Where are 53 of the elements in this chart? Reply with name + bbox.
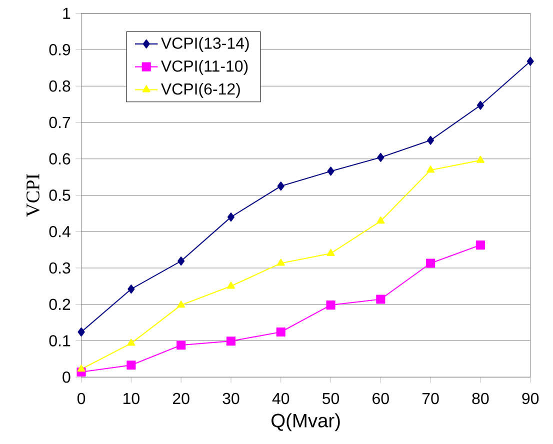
- point: [227, 212, 235, 222]
- point: [176, 340, 186, 350]
- point: [127, 338, 136, 346]
- y-tick-label: 0: [62, 372, 70, 383]
- y-tick-label: 0.5: [49, 190, 70, 201]
- point: [226, 282, 235, 289]
- x-tick-label: 10: [124, 392, 140, 404]
- y-tick-label: 0.9: [49, 44, 70, 56]
- x-tick-label: 40: [272, 392, 290, 404]
- point: [426, 258, 436, 268]
- point: [526, 56, 534, 66]
- y-tick-label: 0.8: [49, 80, 70, 92]
- x-tick-label: 50: [322, 392, 340, 404]
- point: [326, 300, 336, 310]
- y-tick-label: 0.6: [49, 153, 70, 165]
- y-tick-label: 0.2: [49, 298, 70, 310]
- x-tick-label: 70: [422, 392, 439, 404]
- y-tick-label: 0.4: [49, 226, 70, 238]
- x-tick-label: 60: [372, 392, 389, 404]
- y-tick-label: 0.7: [49, 116, 70, 128]
- point: [277, 182, 284, 191]
- point: [178, 256, 185, 266]
- point: [377, 152, 384, 162]
- point: [77, 364, 86, 372]
- y-tick-label: 0.3: [49, 262, 70, 274]
- point: [276, 258, 285, 266]
- point: [226, 336, 236, 346]
- point: [476, 100, 484, 110]
- point: [126, 360, 136, 370]
- point: [376, 216, 385, 224]
- point: [376, 294, 386, 304]
- point: [476, 240, 485, 250]
- legend-label: VCPI(11-10): [160, 60, 248, 76]
- point: [327, 166, 334, 176]
- legend-label: VCPI(6-12): [160, 83, 240, 98]
- y-axis-title: VCPI: [26, 174, 40, 217]
- point: [427, 136, 434, 145]
- x-tick-label: 90: [522, 392, 539, 404]
- point: [78, 328, 85, 337]
- x-tick-label: 20: [172, 392, 190, 404]
- y-tick-label: 0.1: [49, 335, 70, 347]
- y-tick-label: 1: [63, 8, 70, 19]
- legend-label: VCPI(13-14): [160, 37, 249, 52]
- point: [128, 284, 135, 294]
- point: [426, 166, 435, 173]
- point: [476, 156, 484, 163]
- point: [326, 249, 335, 256]
- x-tick-label: 30: [222, 392, 240, 404]
- point: [276, 328, 286, 337]
- x-axis-title: Q(Mvar): [272, 413, 340, 432]
- x-tick-label: 80: [472, 392, 489, 404]
- x-tick-label: 0: [77, 392, 86, 404]
- point: [177, 300, 186, 308]
